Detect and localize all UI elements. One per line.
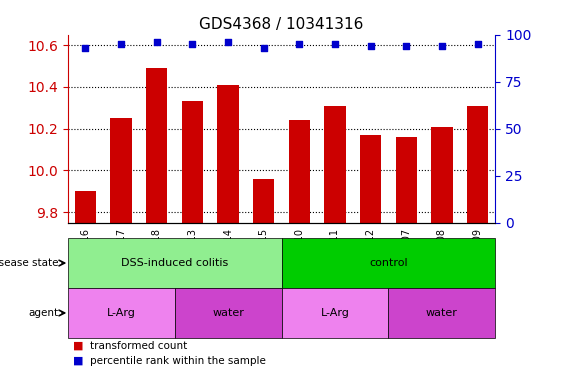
Point	[330, 41, 339, 47]
Bar	[396, 137, 417, 384]
Text: L-Arg: L-Arg	[320, 308, 350, 318]
Text: percentile rank within the sample: percentile rank within the sample	[90, 356, 266, 366]
Text: L-Arg: L-Arg	[106, 308, 136, 318]
Point	[402, 43, 411, 49]
Bar	[324, 106, 346, 384]
Text: ■: ■	[73, 356, 84, 366]
Text: disease state: disease state	[0, 258, 59, 268]
Point	[259, 45, 268, 51]
Bar	[431, 127, 453, 384]
Text: water: water	[426, 308, 458, 318]
Point	[224, 39, 233, 45]
Bar	[360, 135, 381, 384]
Bar	[217, 85, 239, 384]
Point	[188, 41, 197, 47]
Point	[437, 43, 446, 49]
Bar	[289, 120, 310, 384]
Bar	[110, 118, 132, 384]
Text: water: water	[212, 308, 244, 318]
Bar	[75, 191, 96, 384]
Text: GDS4368 / 10341316: GDS4368 / 10341316	[199, 17, 364, 32]
Point	[295, 41, 304, 47]
Bar	[146, 68, 167, 384]
Point	[81, 45, 90, 51]
Text: ■: ■	[73, 341, 84, 351]
Bar	[182, 101, 203, 384]
Text: control: control	[369, 258, 408, 268]
Bar	[467, 106, 488, 384]
Bar	[253, 179, 274, 384]
Point	[366, 43, 375, 49]
Point	[473, 41, 482, 47]
Text: DSS-induced colitis: DSS-induced colitis	[121, 258, 228, 268]
Text: agent: agent	[29, 308, 59, 318]
Text: transformed count: transformed count	[90, 341, 187, 351]
Point	[117, 41, 126, 47]
Point	[152, 39, 161, 45]
